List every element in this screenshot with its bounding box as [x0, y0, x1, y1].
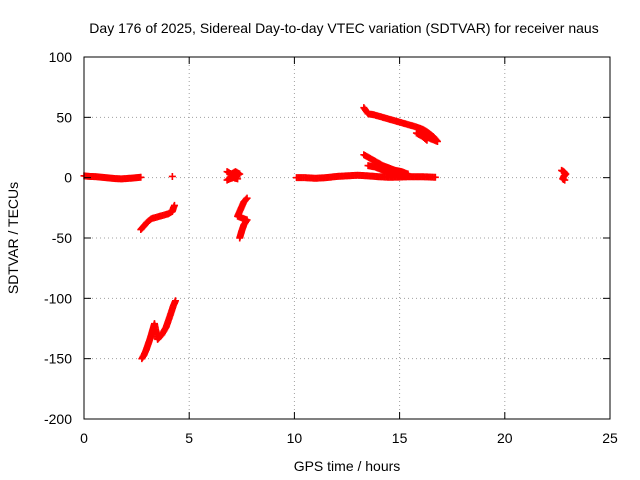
- data-point: [423, 136, 431, 144]
- data-point: [234, 175, 242, 183]
- data-points: [80, 104, 570, 363]
- data-point: [170, 201, 178, 209]
- plot-frame: [83, 56, 611, 420]
- y-tick-label: -150: [44, 351, 72, 367]
- x-tick-labels: 0 5 10 15 20 25: [80, 430, 618, 446]
- x-tick-label: 5: [185, 430, 193, 446]
- y-tick-label: -100: [44, 290, 72, 306]
- data-point: [561, 176, 569, 184]
- y-tick-label: -200: [44, 411, 72, 427]
- axis-ticks: [83, 56, 611, 420]
- data-point: [243, 194, 251, 202]
- y-tick-label: 0: [64, 170, 72, 186]
- series-arc-7: [558, 166, 570, 184]
- y-tick-label: 100: [49, 49, 73, 65]
- data-point: [431, 173, 439, 181]
- grid-lines: [84, 57, 610, 419]
- x-tick-label: 25: [602, 430, 618, 446]
- y-tick-labels: -200 -150 -100 -50 0 50 100: [44, 49, 72, 427]
- series-arc-1: [137, 201, 178, 234]
- data-point: [137, 173, 145, 181]
- series-arc-0a: [80, 172, 145, 183]
- data-point: [172, 297, 180, 305]
- y-tick-label: -50: [52, 230, 72, 246]
- x-axis-label: GPS time / hours: [294, 458, 401, 474]
- data-point: [422, 135, 430, 143]
- x-tick-label: 0: [80, 430, 88, 446]
- series-arc-6: [360, 104, 441, 145]
- series-arc-2: [138, 297, 180, 363]
- chart-title: Day 176 of 2025, Sidereal Day-to-day VTE…: [89, 20, 598, 36]
- series-arc-4: [293, 171, 439, 182]
- data-point: [168, 172, 176, 180]
- series-arc-0b: [168, 172, 176, 180]
- x-tick-label: 20: [497, 430, 513, 446]
- series-arc-5: [360, 151, 412, 180]
- series-arc-3a: [223, 168, 244, 184]
- x-tick-label: 15: [392, 430, 408, 446]
- y-axis-label: SDTVAR / TECUs: [5, 182, 21, 294]
- x-tick-label: 10: [287, 430, 303, 446]
- y-tick-label: 50: [56, 109, 72, 125]
- series-arc-3b: [234, 194, 251, 242]
- data-point: [402, 172, 410, 180]
